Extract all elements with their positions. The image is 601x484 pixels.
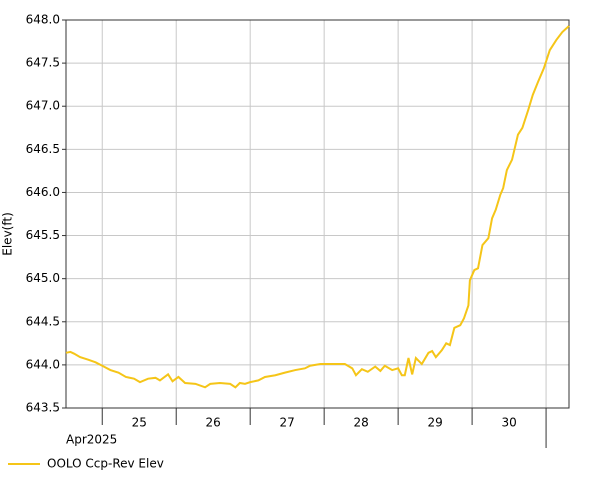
y-tick-label: 646.0 [26, 185, 60, 199]
plot-border [65, 19, 570, 409]
y-tick-label: 644.5 [26, 314, 60, 328]
y-axis-label: Elev(ft) [1, 212, 15, 255]
x-tick-label: 26 [206, 416, 221, 430]
data-line [65, 25, 570, 389]
plot-area [66, 20, 569, 408]
y-tick-label: 647.0 [26, 99, 60, 113]
y-tick-label: 648.0 [26, 13, 60, 27]
y-tick-label: 645.0 [26, 271, 60, 285]
y-tick-label: 646.5 [26, 142, 60, 156]
y-tick-label: 643.5 [26, 401, 60, 415]
legend-label: OOLO Ccp-Rev Elev [47, 457, 164, 471]
x-tick-label: 27 [280, 416, 295, 430]
x-tick-label: 29 [427, 416, 442, 430]
x-tick-label: 30 [501, 416, 516, 430]
x-tick-label: 28 [354, 416, 369, 430]
y-tick-label: 644.0 [26, 357, 60, 371]
y-tick-label: 647.5 [26, 56, 60, 70]
y-tick-label: 645.5 [26, 228, 60, 242]
x-tick-label: 25 [132, 416, 147, 430]
x-period-label: Apr2025 [66, 433, 117, 447]
